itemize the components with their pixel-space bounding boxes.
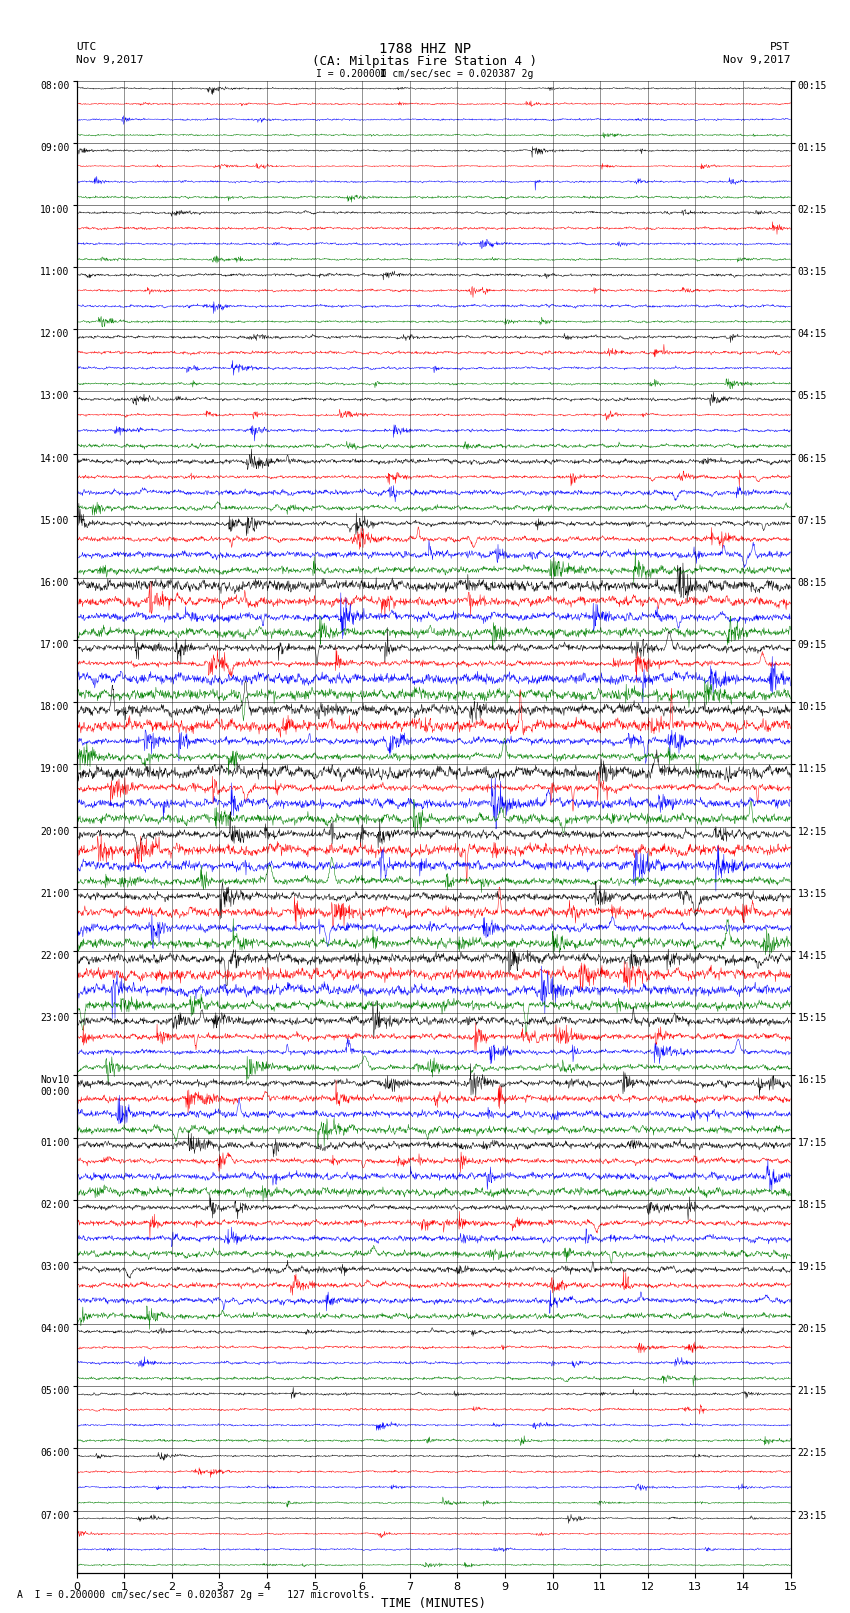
Text: Nov 9,2017: Nov 9,2017 [723, 55, 791, 65]
Text: Nov 9,2017: Nov 9,2017 [76, 55, 144, 65]
Text: 1788 HHZ NP: 1788 HHZ NP [379, 42, 471, 56]
Text: (CA: Milpitas Fire Station 4 ): (CA: Milpitas Fire Station 4 ) [313, 55, 537, 68]
Text: I: I [379, 69, 386, 79]
X-axis label: TIME (MINUTES): TIME (MINUTES) [381, 1597, 486, 1610]
Text: A  I = 0.200000 cm/sec/sec = 0.020387 2g =    127 microvolts.: A I = 0.200000 cm/sec/sec = 0.020387 2g … [17, 1590, 376, 1600]
Text: UTC: UTC [76, 42, 97, 52]
Text: I = 0.200000 cm/sec/sec = 0.020387 2g: I = 0.200000 cm/sec/sec = 0.020387 2g [316, 69, 534, 79]
Text: PST: PST [770, 42, 790, 52]
